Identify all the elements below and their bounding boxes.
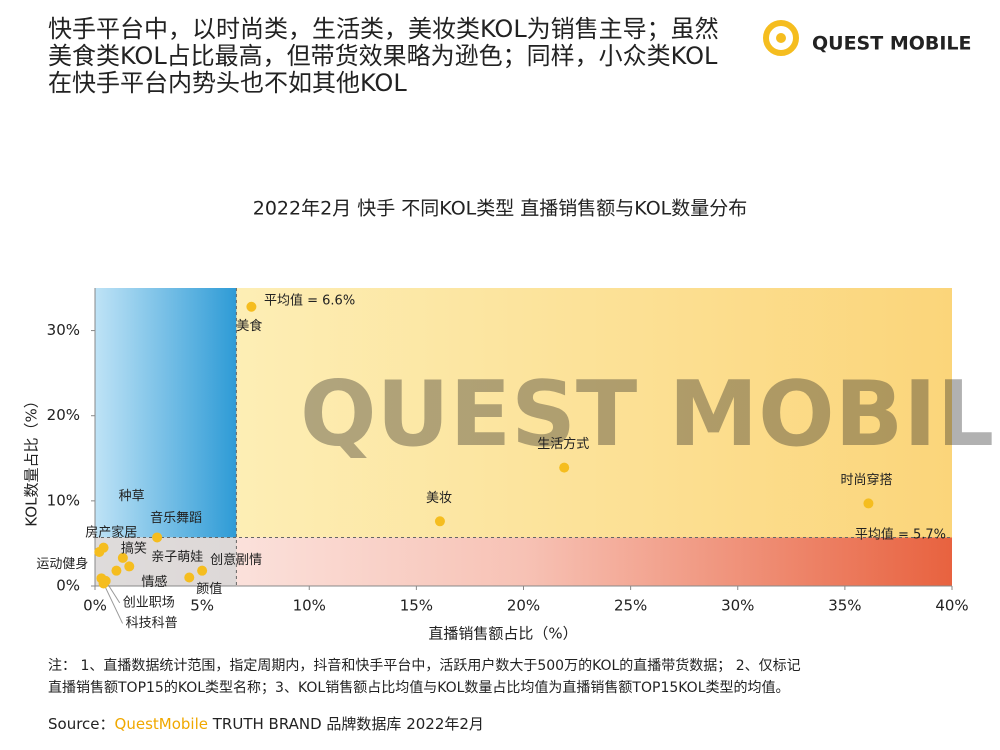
quadrant-bottom bbox=[95, 537, 952, 586]
point-label: 创业职场 bbox=[123, 595, 175, 610]
point-label: 颜值 bbox=[196, 581, 222, 597]
quadrant-top-left bbox=[95, 288, 237, 538]
point-label: 美食 bbox=[236, 318, 262, 334]
point-label: 亲子萌娃 bbox=[151, 550, 203, 565]
header-title: 快手平台中，以时尚类，生活类，美妆类KOL为销售主导；虽然 bbox=[48, 15, 719, 43]
x-tick-label: 10% bbox=[293, 597, 326, 615]
y-tick-label: 30% bbox=[47, 321, 80, 339]
x-tick-label: 30% bbox=[721, 597, 754, 615]
x-tick-label: 5% bbox=[190, 597, 214, 615]
y-tick-label: 20% bbox=[47, 406, 80, 424]
x-tick-label: 0% bbox=[83, 597, 107, 615]
point-label: 搞笑 bbox=[121, 540, 147, 556]
point-label: 种草 bbox=[119, 489, 145, 504]
note: 直播销售额TOP15的KOL类型名称；3、KOL销售额占比均值与KOL数量占比均… bbox=[48, 679, 790, 696]
point-label: 科技科普 bbox=[126, 616, 178, 631]
point-label: 音乐舞蹈 bbox=[150, 510, 202, 526]
x-axis-label: 直播销售额占比（%） bbox=[428, 625, 577, 643]
chart-title: 2022年2月 快手 不同KOL类型 直播销售额与KOL数量分布 bbox=[253, 198, 747, 220]
point bbox=[117, 552, 128, 563]
point bbox=[184, 572, 195, 583]
mean-label: 平均值 = 5.7% bbox=[855, 527, 946, 543]
point bbox=[98, 578, 109, 589]
source-brand: QuestMobile bbox=[115, 715, 208, 733]
logo-icon bbox=[763, 20, 799, 56]
point bbox=[152, 532, 163, 543]
x-tick-label: 15% bbox=[400, 597, 433, 615]
y-tick-label: 10% bbox=[47, 491, 80, 509]
mean-label: 平均值 = 6.6% bbox=[264, 293, 355, 309]
point-label: 创意剧情 bbox=[210, 552, 262, 568]
point-label: 时尚穿搭 bbox=[840, 472, 892, 488]
y-tick-label: 0% bbox=[56, 577, 80, 595]
quadrant-bottom-left bbox=[95, 537, 237, 586]
point bbox=[111, 565, 122, 576]
point bbox=[863, 498, 874, 509]
point-label: 生活方式 bbox=[537, 436, 589, 452]
y-axis-label: KOL数量占比（%） bbox=[23, 393, 41, 526]
source: Source：QuestMobile TRUTH BRAND 品牌数据库 202… bbox=[48, 715, 484, 733]
point-label: 美妆 bbox=[426, 491, 452, 506]
point-label: 运动健身 bbox=[36, 556, 88, 572]
source-prefix: Source： bbox=[48, 715, 115, 733]
x-tick-label: 25% bbox=[614, 597, 647, 615]
point-label: 情感 bbox=[141, 574, 167, 590]
point bbox=[246, 301, 257, 312]
watermark: QUEST MOBILE bbox=[300, 362, 1000, 467]
header: 快手平台中，以时尚类，生活类，美妆类KOL为销售主导；虽然 美食类KOL占比最高… bbox=[48, 15, 972, 97]
x-tick-label: 20% bbox=[507, 597, 540, 615]
plot: QUEST MOBILE 平均值 = 6.6% 平均值 = 5.7% 0% 5% 10% 1… bbox=[36, 288, 1000, 631]
note: 注： 1、直播数据统计范围，指定周期内，抖音和快手平台中，活跃用户数大于500万… bbox=[48, 657, 801, 674]
point bbox=[124, 561, 135, 572]
point bbox=[94, 546, 105, 557]
x-tick-label: 35% bbox=[828, 597, 861, 615]
leader-line bbox=[103, 583, 124, 624]
quadrant-top-right bbox=[236, 288, 952, 538]
header-title: 在快手平台内势头也不如其他KOL bbox=[48, 69, 407, 97]
header-title: 美食类KOL占比最高，但带货效果略为逊色；同样，小众类KOL bbox=[48, 42, 718, 70]
point bbox=[559, 462, 570, 473]
x-tick-label: 40% bbox=[935, 597, 968, 615]
source-rest: TRUTH BRAND 品牌数据库 2022年2月 bbox=[208, 715, 484, 733]
point bbox=[434, 516, 445, 527]
logo-icon bbox=[776, 33, 786, 43]
point-label: 房产家居 bbox=[85, 524, 137, 540]
logo-text: QUEST MOBILE bbox=[812, 33, 972, 55]
point bbox=[197, 565, 208, 576]
